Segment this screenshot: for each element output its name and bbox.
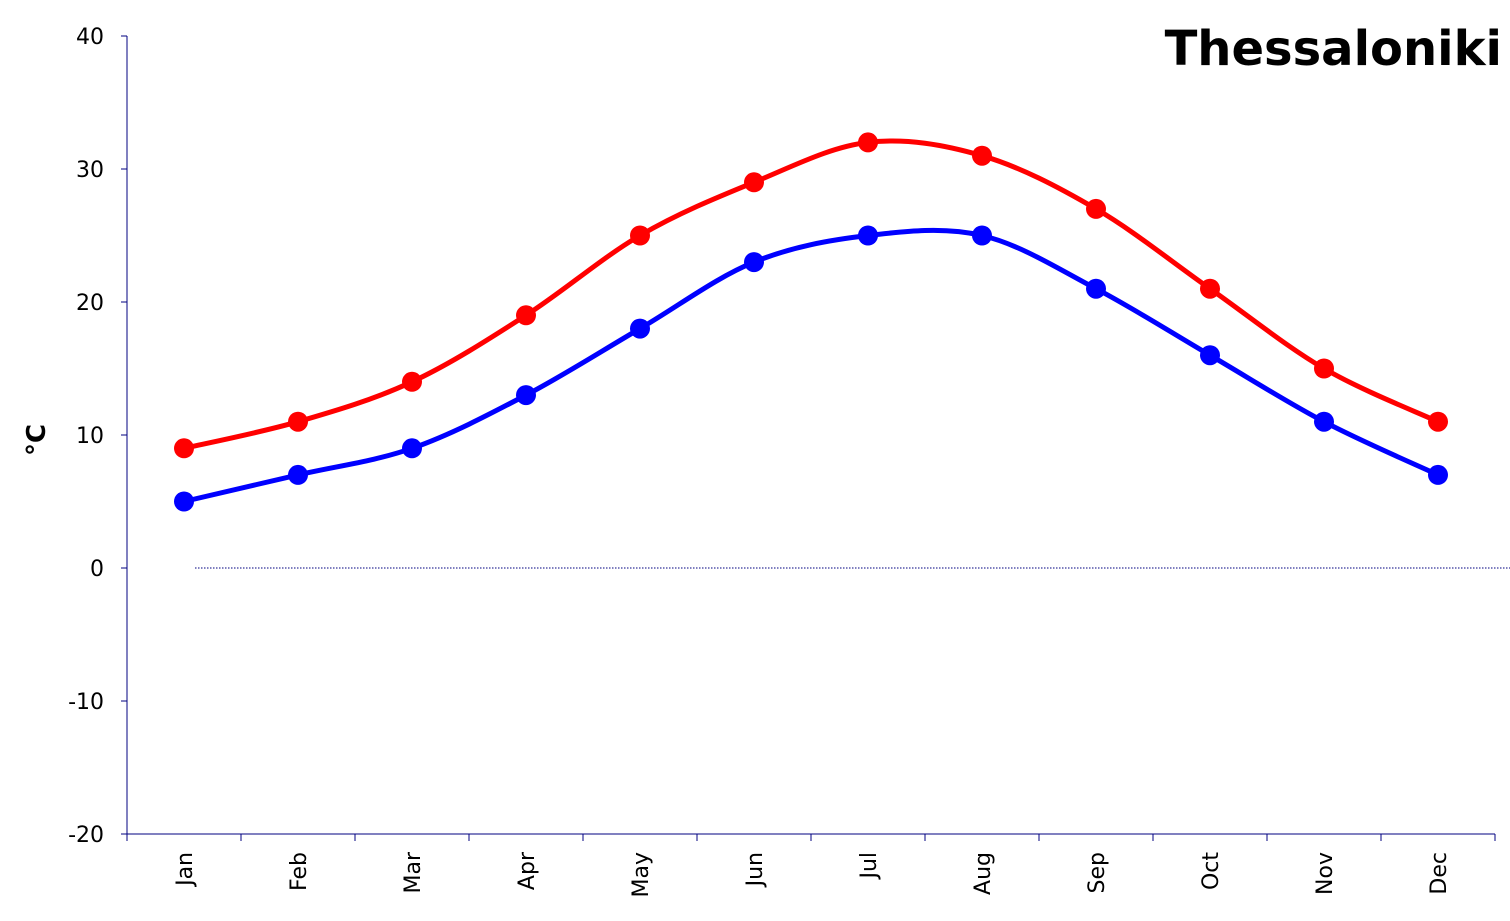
x-tick-label: Aug [971,852,996,895]
data-point [1428,464,1448,485]
x-tick-label: May [629,852,654,897]
y-tick-label: 10 [76,424,104,449]
data-point [402,438,422,459]
data-point [744,252,764,273]
data-point [630,318,650,339]
data-point [1200,278,1220,299]
series-layer [174,132,1448,512]
x-tick-label: Jul [857,852,882,881]
y-tick-label: 0 [90,557,104,582]
data-point [744,172,764,193]
data-point [1200,345,1220,366]
series-group [174,132,1448,459]
data-point [1086,278,1106,299]
y-tick-label: 40 [76,25,104,50]
series-line [183,138,1440,451]
data-point [1428,411,1448,432]
data-point [516,305,536,326]
x-tick-label: Dec [1427,852,1452,895]
data-point [972,145,992,166]
x-tick-label: Oct [1199,852,1224,890]
x-tick-label: Jan [173,852,198,888]
series-group [174,225,1448,512]
x-axis-ticks: Jan Feb Mar Apr May Jun Jul Aug Sep Oct Nov Dec [126,834,1496,897]
x-tick-label: Feb [287,852,312,891]
data-point [516,385,536,406]
y-tick-label: 20 [76,291,104,316]
data-point [972,225,992,246]
x-tick-label: Mar [401,851,426,893]
y-tick-label: -20 [68,823,104,848]
y-tick-label: -10 [68,690,104,715]
x-tick-label: Nov [1313,852,1338,895]
data-point [1314,358,1334,379]
x-tick-label: Sep [1085,852,1110,893]
data-point [402,371,422,392]
series-line [183,227,1440,504]
x-tick-label: Jun [743,852,768,888]
data-point [858,225,878,246]
chart-title: Thessaloniki [1165,21,1502,77]
data-point [1314,411,1334,432]
data-point [858,132,878,153]
data-point [1086,198,1106,219]
data-point [288,464,308,485]
y-axis-ticks: 40 30 20 10 0 -10 -20 [68,25,127,848]
y-axis-label: °C [22,424,52,456]
x-tick-label: Apr [515,851,540,890]
data-point [630,225,650,246]
y-tick-label: 30 [76,158,104,183]
data-point [174,491,194,512]
data-point [174,438,194,459]
data-point [288,411,308,432]
